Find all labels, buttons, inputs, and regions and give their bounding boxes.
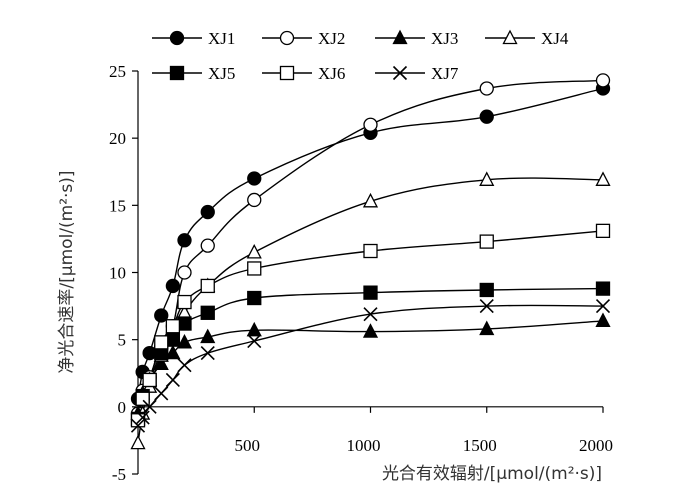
- data-point-xj6-8: [363, 243, 378, 259]
- legend-marker-xj5: [169, 65, 185, 81]
- data-point-xj1-6: [200, 204, 215, 220]
- data-point-xj3-9: [479, 320, 495, 336]
- data-point-xj4-7: [246, 243, 262, 259]
- data-point-xj5-10: [595, 281, 611, 296]
- data-point-xj6-5: [177, 294, 192, 310]
- data-point-xj2-10: [595, 73, 611, 88]
- data-point-xj7-3: [154, 386, 169, 401]
- data-point-xj1-5: [177, 233, 192, 248]
- data-point-xj4-8: [362, 192, 379, 208]
- legend-label-xj3: XJ3: [431, 29, 458, 48]
- x-tick-label: 500: [235, 436, 261, 455]
- data-point-xj7-7: [247, 333, 262, 349]
- y-tick-label: 15: [109, 196, 126, 215]
- data-point-xj5-8: [363, 285, 378, 300]
- data-point-xj2-7: [247, 192, 262, 208]
- legend-label-xj4: XJ4: [541, 29, 569, 48]
- x-tick-label: 2000: [579, 436, 613, 455]
- data-point-xj7-2: [142, 399, 157, 414]
- data-point-xj3-4: [165, 344, 181, 360]
- data-point-xj4-10: [595, 171, 611, 186]
- data-point-xj3-8: [362, 323, 379, 338]
- legend-marker-xj2: [279, 30, 295, 46]
- chart-legend: XJ1 XJ2 XJ3 XJ4 XJ5 XJ6 XJ7: [152, 29, 569, 83]
- data-point-xj6-6: [200, 278, 215, 294]
- data-point-xj1-9: [479, 109, 494, 124]
- y-axis-title: 净光合速率/[μmol/(m²·s)]: [57, 170, 77, 373]
- y-tick-label: 10: [109, 264, 126, 283]
- data-point-xj3-3: [153, 355, 169, 370]
- data-point-xj1-3: [154, 308, 169, 323]
- legend-marker-xj7: [392, 65, 408, 81]
- data-point-xj6-2: [142, 372, 157, 388]
- y-tick-label: 20: [109, 129, 126, 148]
- y-tick-label: -5: [112, 465, 126, 484]
- data-point-xj3-5: [176, 333, 193, 349]
- data-point-xj1-4: [165, 278, 181, 294]
- data-point-xj7-1: [135, 410, 150, 425]
- data-point-xj7-5: [177, 358, 192, 373]
- legend-marker-xj6: [279, 65, 295, 81]
- y-tick-label: 25: [109, 62, 126, 81]
- legend-label-xj2: XJ2: [318, 29, 345, 48]
- data-point-xj6-3: [154, 335, 169, 350]
- x-tick-label: 1500: [463, 436, 497, 455]
- data-point-xj4-0: [130, 434, 146, 450]
- data-point-xj5-7: [247, 290, 262, 306]
- data-point-xj7-4: [165, 372, 180, 388]
- data-point-xj1-7: [247, 171, 262, 186]
- legend-marker-xj1: [169, 30, 185, 46]
- data-point-xj5-6: [200, 305, 215, 320]
- legend-marker-xj3: [392, 29, 408, 45]
- x-tick-label: 1000: [347, 436, 381, 455]
- data-point-xj7-10: [595, 299, 611, 314]
- y-tick-label: 5: [118, 331, 127, 350]
- data-point-xj6-7: [247, 261, 262, 276]
- legend-label-xj1: XJ1: [208, 29, 235, 48]
- legend-label-xj6: XJ6: [318, 64, 345, 83]
- data-point-xj5-9: [479, 282, 494, 298]
- data-point-xj6-10: [595, 223, 611, 239]
- data-point-xj6-9: [479, 234, 494, 249]
- data-point-xj3-7: [246, 321, 262, 337]
- data-point-xj2-5: [177, 265, 192, 280]
- data-point-xj3-6: [200, 328, 216, 344]
- data-point-xj7-8: [363, 307, 378, 322]
- legend-marker-xj4: [502, 29, 518, 45]
- data-point-xj6-4: [165, 319, 181, 334]
- data-point-xj3-10: [595, 312, 611, 328]
- data-point-xj2-8: [363, 117, 378, 132]
- data-point-xj2-9: [479, 81, 494, 96]
- plot-markers: [130, 73, 611, 450]
- data-point-xj4-9: [479, 171, 495, 186]
- legend-label-xj5: XJ5: [208, 64, 235, 83]
- x-axis-title: 光合有效辐射/[μmol/(m²·s)]: [382, 464, 602, 484]
- data-point-xj7-9: [479, 299, 494, 314]
- data-point-xj7-6: [200, 346, 215, 361]
- data-point-xj7-0: [130, 418, 146, 433]
- y-tick-label: 0: [118, 398, 127, 417]
- plot-ticks: -5 0 5 10 15 20 25 500 1000 1500 2000: [109, 62, 613, 484]
- legend-label-xj7: XJ7: [431, 64, 459, 83]
- data-point-xj2-6: [200, 238, 215, 253]
